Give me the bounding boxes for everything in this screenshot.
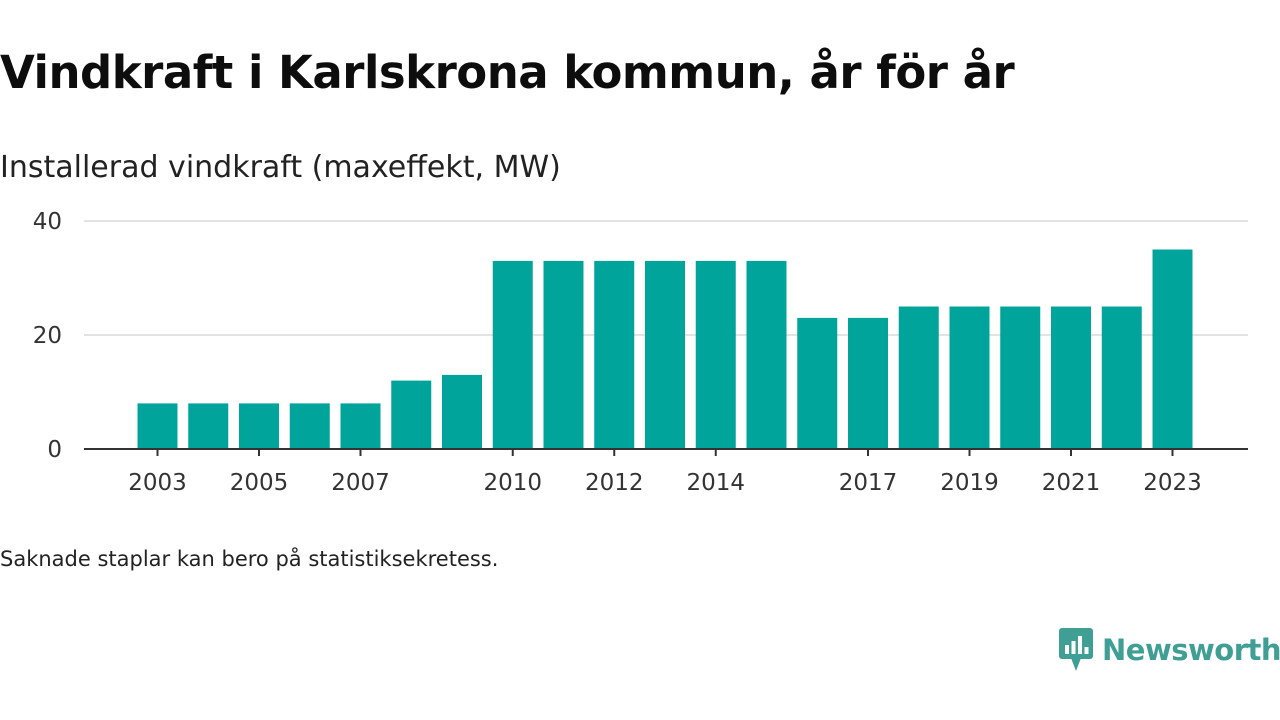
bar-2014 [695,260,736,449]
newsworthy-logo-icon [1059,628,1093,671]
x-tick-label-2017: 2017 [839,470,898,496]
bar-2003 [137,403,178,449]
x-tick-label-2014: 2014 [686,470,745,496]
chart-subtitle: Installerad vindkraft (maxeffekt, MW) [0,150,561,185]
brand-name: Newsworthy [1102,633,1280,667]
bar-2006 [289,403,330,449]
x-tick-label-2007: 2007 [331,470,390,496]
bar-2004 [188,403,229,449]
bar-2021 [1051,306,1091,449]
x-tick-label-2023: 2023 [1143,470,1202,496]
bar-2012 [594,260,635,449]
bar-2023 [1152,249,1193,449]
labels-layer: 0 20 40 2003 2005 2007 2010 2012 2014 2017 2019 202… [33,209,1202,496]
bar-2005 [239,403,279,449]
bar-2010 [492,260,533,449]
bar-2007 [340,403,381,449]
bar-chart: 0 20 40 2003 2005 2007 2010 2012 2014 2017 2019 202… [33,209,1248,496]
y-tick-label-40: 40 [33,209,62,235]
bar-2013 [645,260,685,449]
x-tick-label-2021: 2021 [1042,470,1101,496]
brand-logo: Newsworthy [1058,626,1280,674]
x-tick-label-2012: 2012 [585,470,644,496]
bar-2011 [543,260,584,449]
footnote: Saknade staplar kan bero på statistiksek… [0,547,499,571]
chart-title: Vindkraft i Karlskrona kommun, år för år [0,46,1015,99]
x-tick-label-2003: 2003 [128,470,187,496]
x-tick-label-2010: 2010 [483,470,542,496]
axis-layer [84,448,1248,456]
y-tick-label-20: 20 [33,323,62,349]
bar-2018 [898,306,939,449]
bar-2016 [797,317,838,449]
bar-2017 [848,317,888,449]
y-tick-label-0: 0 [47,437,62,463]
bar-2015 [746,260,787,449]
bar-2009 [442,374,482,449]
bars-layer [137,249,1193,449]
bar-2008 [391,380,432,449]
bar-2022 [1101,306,1142,449]
bar-2019 [949,306,990,449]
bar-2020 [1000,306,1041,449]
x-tick-label-2019: 2019 [940,470,999,496]
x-tick-label-2005: 2005 [230,470,289,496]
